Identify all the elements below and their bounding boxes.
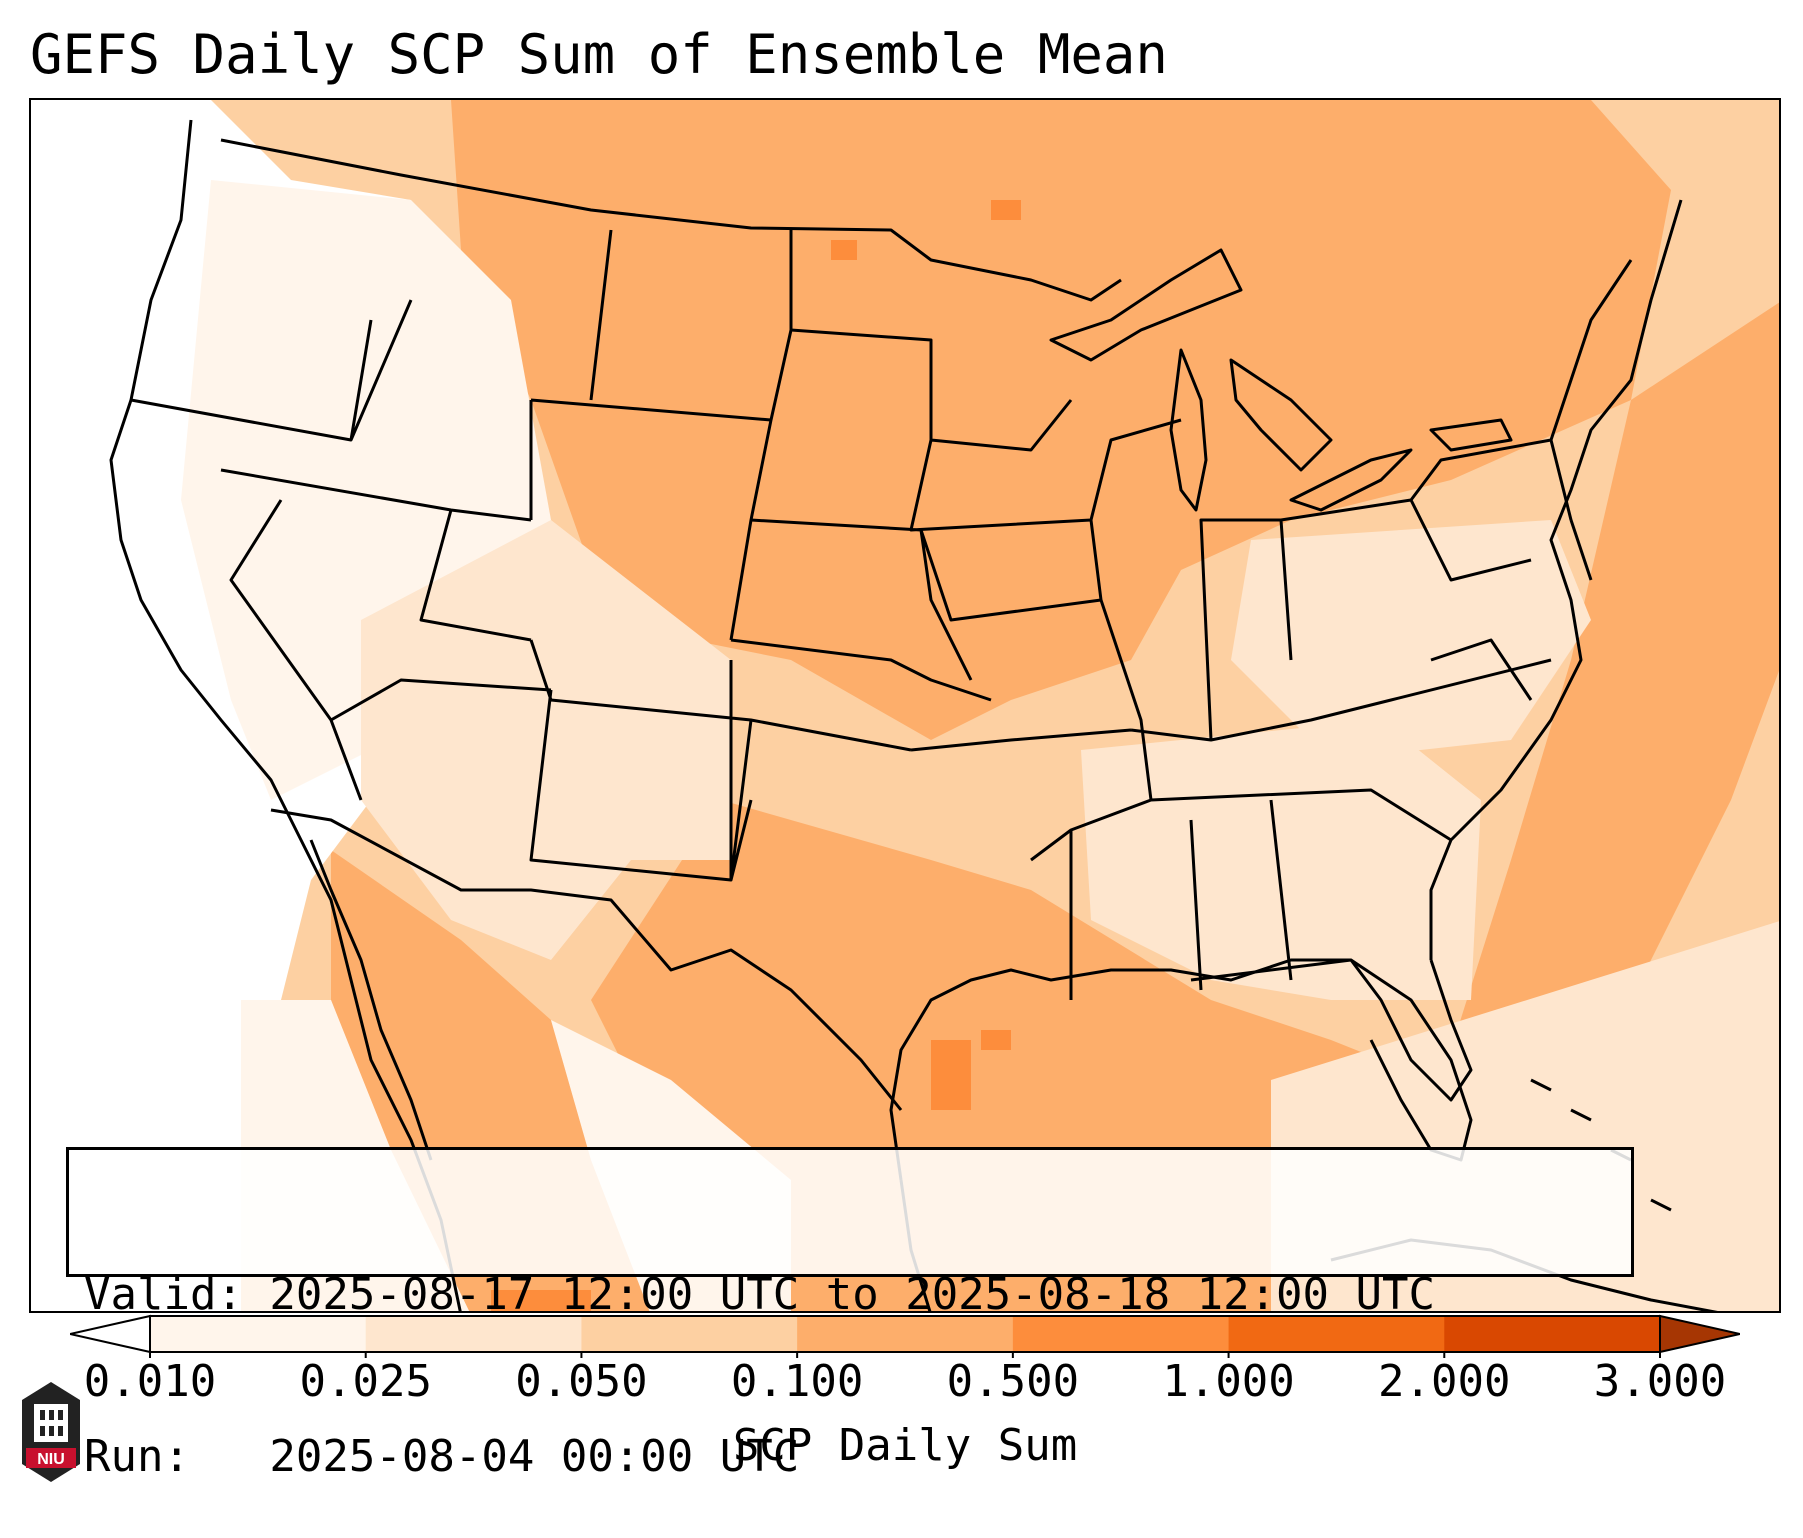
colorbar-tick-label: 0.500 (946, 1356, 1080, 1407)
peak-nd (831, 240, 857, 260)
map-panel (29, 98, 1781, 1313)
field-ohio (1231, 520, 1591, 760)
colorbar-segment (150, 1316, 367, 1352)
colorbar-segment (365, 1316, 582, 1352)
colorbar-segment (1012, 1316, 1230, 1352)
lake-huron (1229, 358, 1333, 472)
colorbar-tick-label: 0.100 (730, 1356, 864, 1407)
peak-mn (991, 200, 1021, 220)
lake-erie (1289, 448, 1413, 512)
scp-field (31, 100, 1779, 1311)
colorbar-segment (1444, 1316, 1661, 1352)
colorbar-over-arrow (1659, 1314, 1740, 1354)
colorbar (70, 1314, 1740, 1358)
colorbar-tick-label: 2.000 (1378, 1356, 1511, 1407)
colorbar-tick-label: 3.000 (1593, 1356, 1727, 1407)
scp-map (31, 100, 1779, 1311)
logo-text: NIU (37, 1451, 65, 1468)
colorbar-label: SCP Daily Sum (732, 1420, 1078, 1471)
valid-time-text: Valid: 2025-08-17 12:00 UTC to 2025-08-1… (84, 1269, 1436, 1320)
niu-logo: NIU (22, 1382, 80, 1482)
canada-border (220, 138, 1122, 302)
west-coastline (109, 119, 462, 1311)
run-time-text: Run: 2025-08-04 00:00 UTC (84, 1431, 800, 1482)
field-southeast (1081, 720, 1481, 1000)
colorbar-outline (149, 1315, 1661, 1353)
colorbar-under-arrow (70, 1314, 151, 1354)
baja-coastline (309, 839, 433, 1161)
logo-building (34, 1404, 68, 1442)
lake-superior (1049, 248, 1243, 362)
colorbar-segment (1228, 1316, 1445, 1352)
map-title: GEFS Daily SCP Sum of Ensemble Mean (30, 23, 1168, 86)
bahamas (1530, 1078, 1672, 1212)
state-lines (130, 229, 1633, 1000)
valid-run-info-box: Valid: 2025-08-17 12:00 UTC to 2025-08-1… (66, 1147, 1634, 1482)
peak-mexico (491, 1290, 591, 1311)
colorbar-tick-label: 0.010 (83, 1356, 217, 1407)
colorbar-tick-label: 0.025 (299, 1356, 432, 1407)
lake-ontario (1429, 418, 1513, 452)
colorbar-segment (581, 1316, 798, 1352)
peak-gulf (981, 1030, 1011, 1050)
field-north-plains (451, 100, 1671, 740)
lake-michigan (1169, 348, 1208, 512)
logo-band (26, 1448, 76, 1468)
colorbar-segment (797, 1316, 1014, 1352)
colorbar-tick-label: 0.050 (515, 1356, 648, 1407)
us-mexico-border (270, 808, 903, 1111)
colorbar-tick-label: 1.000 (1162, 1356, 1295, 1407)
florida (1350, 958, 1473, 1162)
peak-tx (931, 1040, 971, 1110)
